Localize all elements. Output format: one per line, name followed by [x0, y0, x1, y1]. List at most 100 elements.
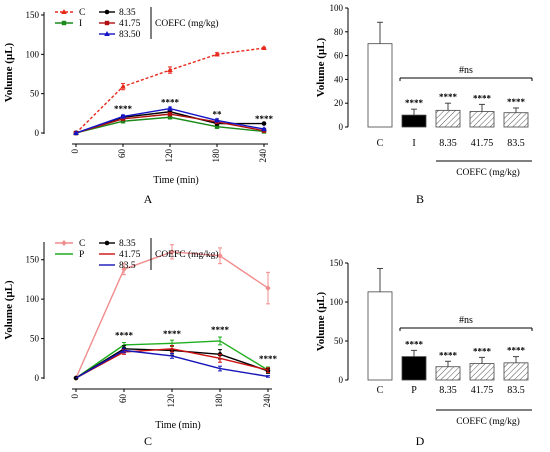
y-axis-label: Volume (µL) — [315, 37, 327, 97]
bar-significance-label: **** — [439, 92, 458, 102]
line-panel-C: 0 50 100 150 0 60 120 180 240 Time (min) Volume (µ… — [3, 238, 278, 448]
x-category-label: 8.35 — [439, 138, 457, 149]
marker-circle — [104, 240, 110, 246]
bar-0 — [367, 43, 393, 128]
x-tick-label: 60 — [117, 149, 127, 159]
panel-label: B — [416, 192, 424, 206]
marker-triangle — [214, 51, 220, 57]
bar-3 — [469, 111, 495, 128]
x-axis-label: Time (min) — [155, 420, 200, 431]
bar-significance-label: **** — [507, 97, 526, 107]
bar-4 — [503, 112, 529, 128]
series-line-0 — [75, 251, 269, 379]
marker-triangle — [104, 31, 110, 36]
x-tick-label: 60 — [118, 394, 128, 404]
group-label: COEFC (mg/kg) — [456, 167, 520, 178]
marker-square — [104, 20, 110, 26]
line-panel-A: 0 50 100 150 0 60 120 180 240 Time (min) Volume (µ… — [3, 7, 274, 206]
marker-circle — [104, 9, 110, 15]
y-tick-label: 0 — [35, 128, 40, 138]
legend-label: 83.50 — [119, 30, 141, 40]
marker-triangle — [61, 9, 67, 14]
bar-significance-label: **** — [439, 350, 458, 360]
legend-label: C — [79, 239, 85, 249]
legend-label: 41.75 — [119, 250, 141, 260]
legend-label: 8.35 — [119, 239, 136, 249]
x-tick-label: 240 — [258, 149, 268, 163]
marker-triangle — [167, 105, 173, 111]
marker-triangle — [214, 117, 220, 123]
y-tick-label: 150 — [330, 258, 344, 268]
legend-group-label: COEFC (mg/kg) — [155, 249, 219, 260]
x-category-label: P — [411, 385, 417, 396]
marker-square — [120, 116, 126, 122]
marker-triangle — [120, 113, 126, 119]
x-category-label: 83.5 — [507, 138, 525, 149]
x-tick-label: 0 — [70, 149, 80, 154]
y-tick-label: 100 — [26, 49, 40, 59]
y-tick-label: 20 — [334, 98, 344, 108]
legend-label: C — [79, 8, 85, 18]
group-label: COEFC (mg/kg) — [456, 416, 520, 427]
bar-0 — [367, 291, 393, 381]
legend-label: 8.35 — [119, 8, 136, 18]
x-tick-label: 120 — [164, 149, 174, 163]
bar-significance-label: **** — [405, 339, 424, 349]
legend-label: P — [79, 250, 84, 260]
bar-4 — [503, 362, 529, 381]
bar-1 — [401, 114, 427, 128]
y-tick-label: 50 — [30, 334, 40, 344]
legend-label: 83.5 — [119, 261, 136, 271]
y-tick-label: 100 — [330, 297, 344, 307]
y-tick-label: 0 — [35, 373, 40, 383]
marker-square — [167, 115, 173, 120]
significance-label: ** — [213, 109, 223, 119]
legend-group-label: COEFC (mg/kg) — [155, 18, 219, 29]
bar-3 — [469, 363, 495, 381]
x-axis-label: Time (min) — [153, 175, 198, 186]
y-tick-label: 100 — [330, 3, 344, 13]
y-tick-label: 0 — [339, 375, 344, 385]
bar-significance-label: **** — [473, 346, 492, 356]
bar-2 — [435, 109, 461, 128]
significance-label: **** — [255, 114, 274, 124]
marker-triangle — [73, 130, 79, 135]
marker-triangle — [120, 83, 126, 89]
significance-label: **** — [115, 331, 134, 341]
y-tick-label: 0 — [339, 122, 344, 132]
x-category-label: I — [412, 138, 415, 149]
y-tick-label: 50 — [334, 336, 344, 346]
ns-bracket-label: #ns — [459, 65, 473, 76]
y-tick-label: 80 — [334, 27, 344, 37]
series-line-0 — [75, 47, 265, 134]
marker-triangle — [261, 45, 267, 51]
marker-diamond — [217, 252, 223, 259]
bar-panel-D: 0 50 100 150 Volume (µL) C **** P **** 8.35 **** 41… — [315, 258, 533, 448]
legend-label: 41.75 — [119, 19, 141, 29]
y-axis-label: Volume (µL) — [315, 291, 327, 351]
x-tick-label: 0 — [70, 394, 80, 399]
x-tick-label: 180 — [211, 149, 221, 163]
y-tick-label: 100 — [26, 294, 40, 304]
marker-square — [61, 20, 67, 26]
marker-circle — [261, 121, 267, 126]
ns-bracket-label: #ns — [459, 315, 473, 326]
x-category-label: 41.75 — [471, 138, 494, 149]
marker-triangle — [261, 126, 267, 132]
marker-diamond — [265, 285, 271, 292]
significance-label: **** — [114, 104, 133, 114]
marker-square — [167, 111, 173, 117]
panel-label: C — [144, 434, 152, 448]
y-axis-label: Volume (µL) — [3, 280, 15, 340]
bar-significance-label: **** — [507, 346, 526, 356]
marker-diamond — [169, 248, 175, 255]
y-tick-label: 60 — [334, 51, 344, 61]
significance-label: **** — [163, 329, 182, 339]
bar-panel-B: 0 20 40 60 80 100 Volume (µL) C **** I **** 8.35 ***… — [315, 3, 533, 206]
panel-label: D — [416, 434, 425, 448]
marker-square — [120, 119, 126, 124]
bar-1 — [401, 356, 427, 381]
x-tick-label: 120 — [166, 394, 176, 408]
